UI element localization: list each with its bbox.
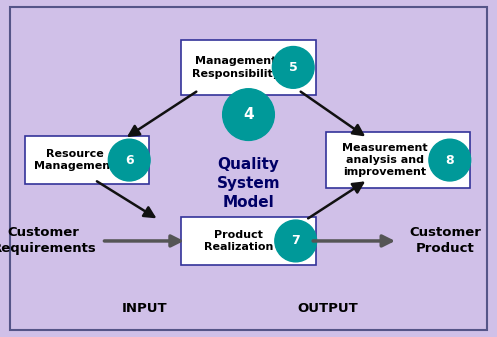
Text: 8: 8: [445, 154, 454, 166]
FancyBboxPatch shape: [25, 136, 149, 184]
Text: 5: 5: [289, 61, 298, 74]
Text: OUTPUT: OUTPUT: [298, 302, 358, 315]
Text: Customer
Product: Customer Product: [409, 226, 481, 255]
Text: Customer
Requirements: Customer Requirements: [0, 226, 96, 255]
FancyBboxPatch shape: [326, 132, 470, 188]
Text: Quality
System
Model: Quality System Model: [217, 157, 280, 210]
Ellipse shape: [429, 139, 471, 181]
Text: 4: 4: [243, 107, 254, 122]
Ellipse shape: [223, 89, 274, 141]
FancyBboxPatch shape: [10, 7, 487, 330]
Text: Measurement
analysis and
improvement: Measurement analysis and improvement: [342, 143, 428, 178]
Text: 6: 6: [125, 154, 134, 166]
FancyBboxPatch shape: [181, 217, 316, 265]
Ellipse shape: [275, 220, 317, 262]
Text: Management
Responsibility: Management Responsibility: [192, 56, 280, 79]
Text: Resource
Management: Resource Management: [34, 149, 115, 171]
Text: 7: 7: [291, 235, 300, 247]
Ellipse shape: [108, 139, 150, 181]
Text: INPUT: INPUT: [121, 302, 167, 315]
Ellipse shape: [272, 47, 314, 88]
Text: Product
Realization: Product Realization: [204, 230, 273, 252]
FancyBboxPatch shape: [181, 39, 316, 95]
